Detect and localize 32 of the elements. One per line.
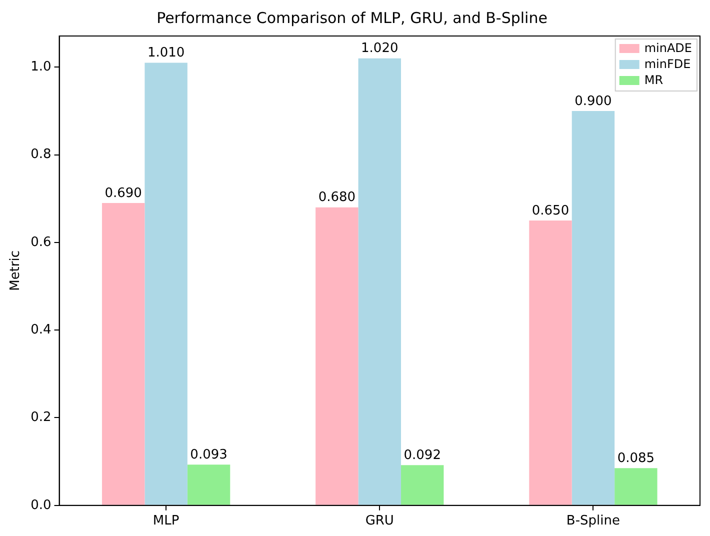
bar: [358, 58, 401, 505]
y-tick-label: 0.4: [30, 322, 52, 338]
y-axis-title: Metric: [8, 250, 24, 291]
data-label: 0.900: [574, 94, 612, 109]
y-tick-label: 0.6: [30, 234, 52, 250]
bar: [144, 62, 188, 505]
bar: [529, 220, 572, 505]
bar: [572, 110, 615, 505]
bar: [316, 207, 358, 505]
legend-label: MR: [644, 73, 664, 88]
bar: [102, 202, 145, 505]
data-label: 0.085: [617, 451, 655, 466]
bar: [400, 465, 444, 505]
bar: [187, 464, 230, 505]
x-tick-label: GRU: [365, 514, 394, 529]
data-label: 0.093: [190, 448, 228, 463]
x-tick-label: B-Spline: [566, 514, 620, 529]
x-tick-label: MLP: [152, 514, 180, 529]
legend-label: minADE: [644, 41, 692, 56]
y-tick-label: 0.2: [30, 410, 52, 426]
data-label: 0.092: [404, 448, 441, 463]
data-label: 1.020: [361, 41, 398, 56]
data-label: 0.680: [318, 190, 356, 206]
y-tick-label: 0.8: [30, 147, 52, 162]
legend-label: minFDE: [644, 57, 691, 72]
data-label: 0.690: [104, 186, 142, 201]
data-label: 1.010: [147, 46, 185, 61]
chart-title: Performance Comparison of MLP, GRU, and B-Spline: [156, 8, 548, 27]
bar: [614, 468, 658, 505]
y-tick-label: 1.0: [30, 59, 52, 74]
y-tick-label: 0.0: [30, 498, 52, 513]
data-label: 0.650: [532, 203, 570, 218]
